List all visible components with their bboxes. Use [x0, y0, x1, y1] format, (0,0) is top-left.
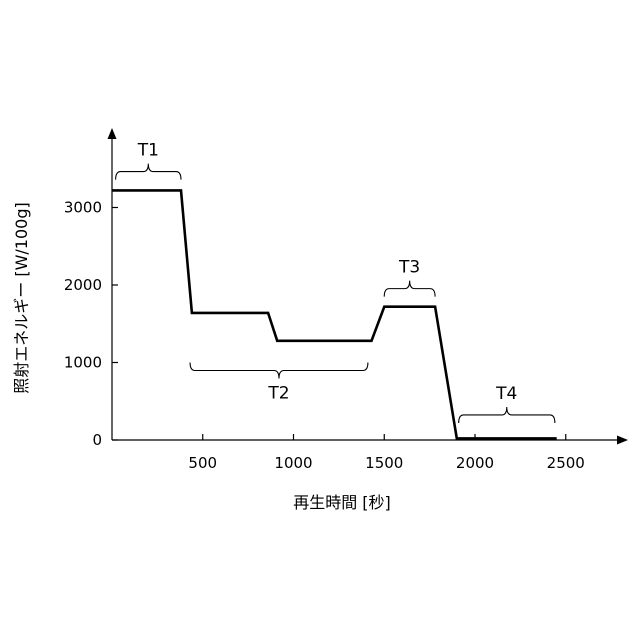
x-tick-label: 2000 — [456, 454, 494, 472]
annotation-label-t3: T3 — [398, 258, 420, 278]
y-tick-label: 1000 — [64, 354, 102, 372]
annotation-label-t4: T4 — [495, 384, 517, 404]
y-axis-arrow — [108, 128, 117, 139]
series — [112, 190, 557, 438]
brace-t1 — [116, 164, 181, 180]
brace-t2 — [190, 363, 368, 379]
x-axis-arrow — [617, 436, 628, 445]
y-axis-label: 照射エネルギー [W/100g] — [12, 202, 31, 393]
x-tick-label: 500 — [188, 454, 217, 472]
ticks: 500 1000 1500 2000 2500 0 1000 2000 3000 — [64, 199, 585, 473]
x-tick-label: 1500 — [365, 454, 403, 472]
brace-t3 — [384, 281, 435, 297]
annotation-label-t1: T1 — [137, 141, 159, 161]
y-tick-label: 3000 — [64, 199, 102, 217]
x-tick-label: 2500 — [547, 454, 585, 472]
axes — [108, 128, 629, 445]
x-tick-label: 1000 — [274, 454, 312, 472]
x-axis-label: 再生時間 [秒] — [293, 493, 391, 512]
annotations: T1 T2 T3 T4 — [116, 141, 555, 423]
series-line — [112, 190, 557, 438]
brace-t4 — [459, 407, 555, 423]
y-tick-label: 2000 — [64, 276, 102, 294]
y-tick-label: 0 — [92, 431, 102, 449]
annotation-label-t2: T2 — [267, 384, 289, 404]
